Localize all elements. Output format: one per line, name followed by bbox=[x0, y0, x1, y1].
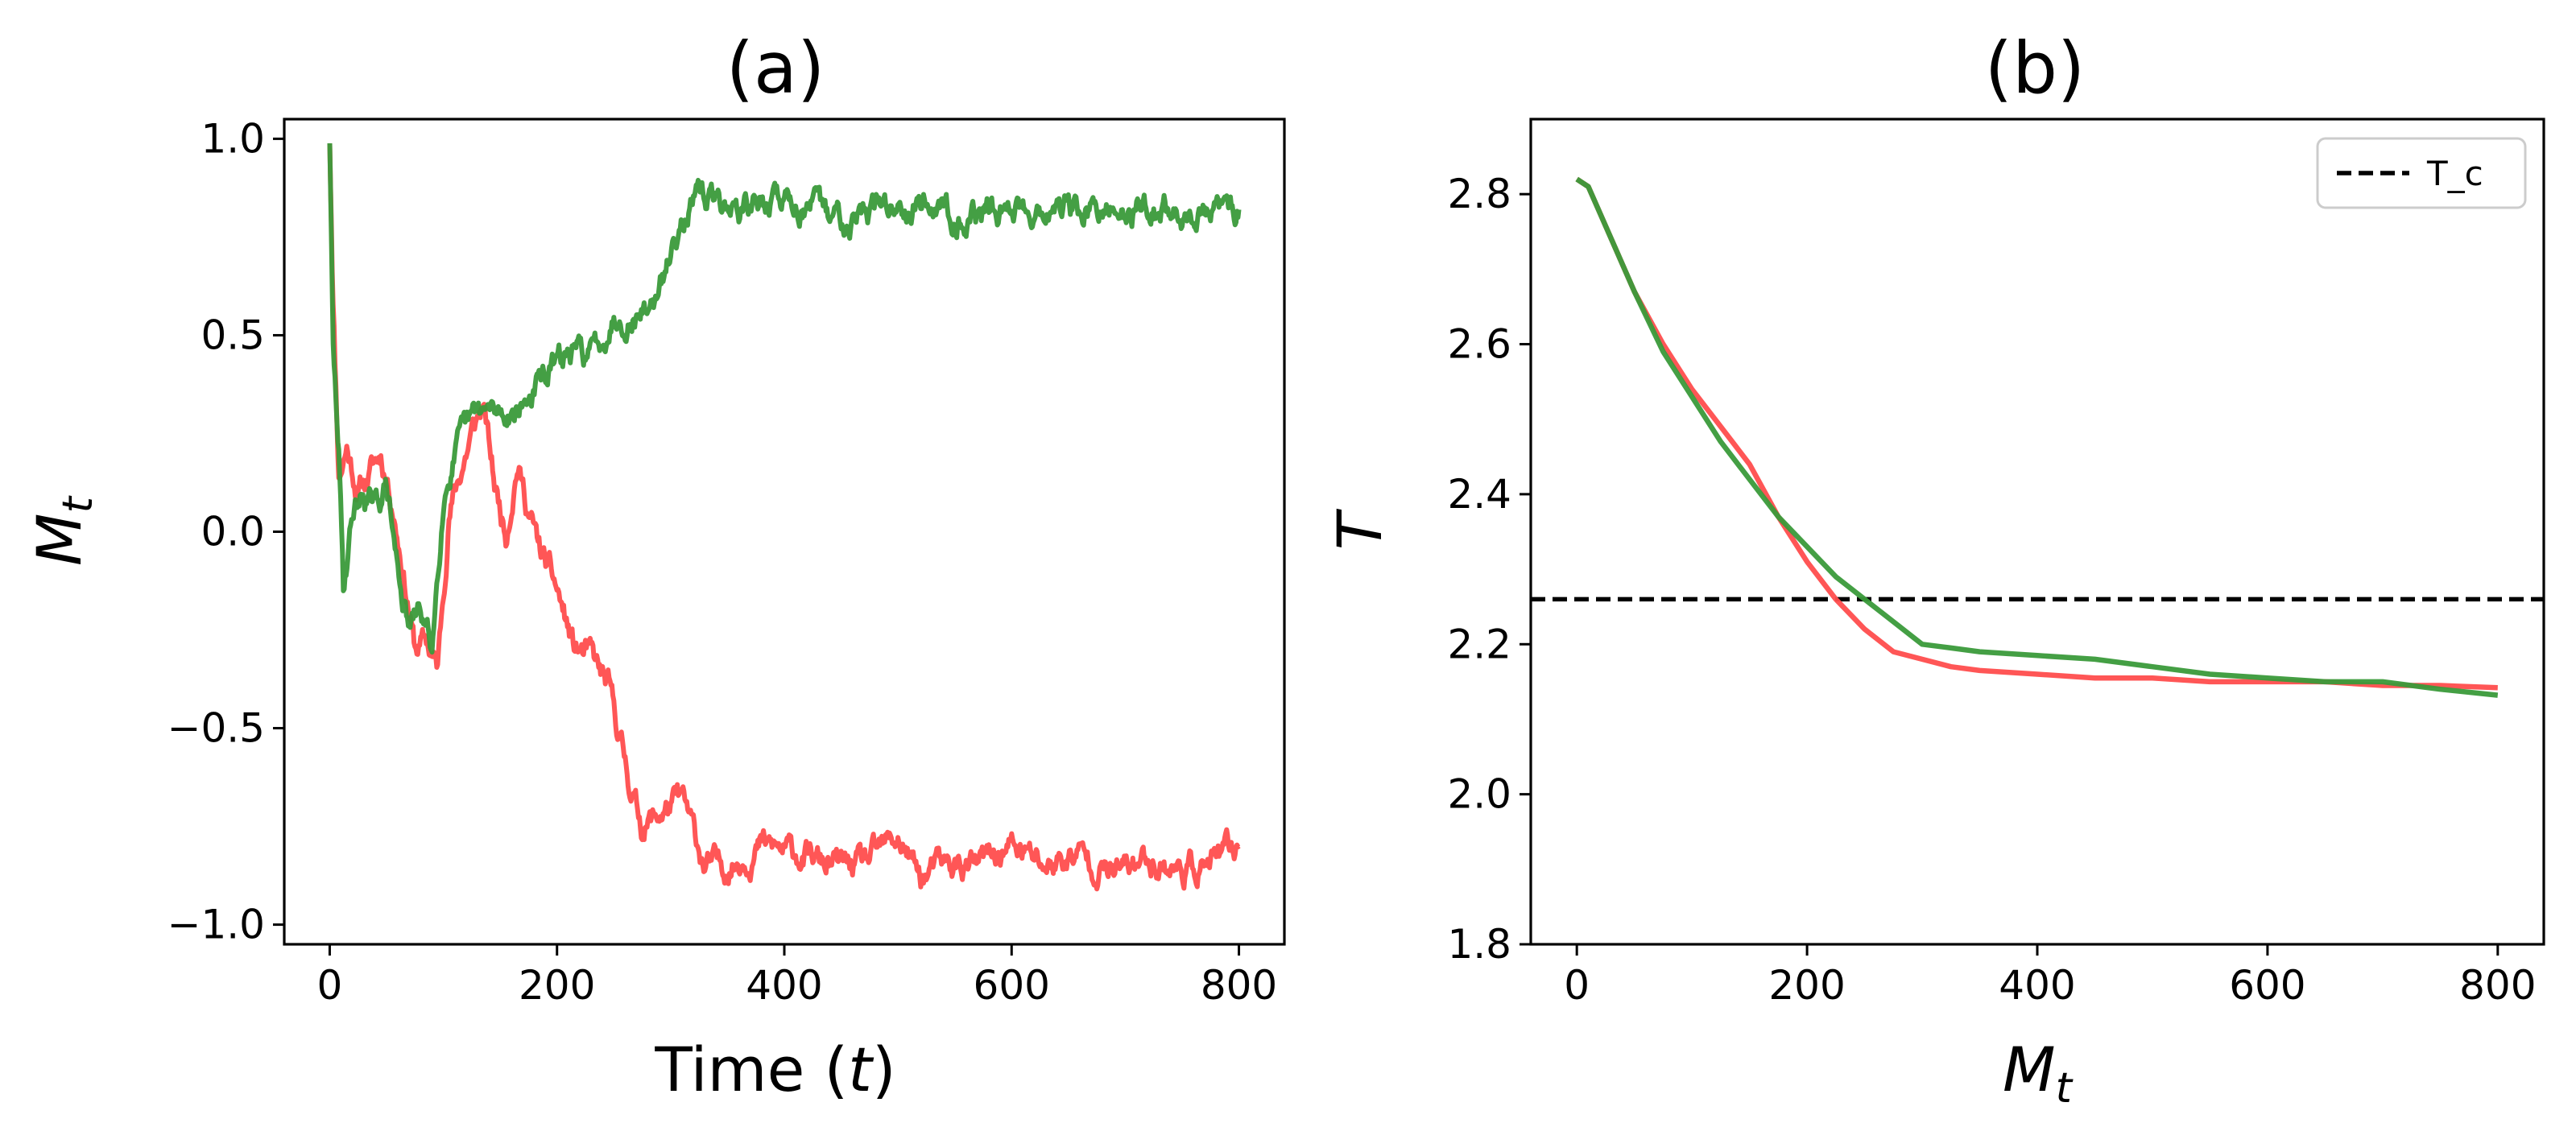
panel-b-plot-area bbox=[1531, 176, 2544, 698]
panel-a-ticks: 0 200 400 600 800 1.0 0.5 0.0 −0.5 −1.0 bbox=[167, 115, 1278, 1009]
panel-a-title: (a) bbox=[726, 27, 825, 109]
panel-b: (b) 0 200 400 600 800 2.8 2.6 2.4 2.2 2.0 1.8 Mt T… bbox=[1324, 27, 2545, 1113]
panel-a-ylabel: Mt bbox=[23, 495, 102, 566]
legend-box bbox=[2316, 137, 2527, 209]
panel-b-series-green bbox=[1575, 176, 2499, 698]
panel-b-ylabel: T bbox=[1324, 508, 1396, 550]
panel-b-ticks: 0 200 400 600 800 2.8 2.6 2.4 2.2 2.0 1.8 bbox=[1447, 171, 2536, 1009]
panel-b-ytick-label: 2.8 bbox=[1447, 171, 1511, 217]
panel-a-ytick-label: −0.5 bbox=[167, 705, 265, 752]
panel-a: (a) 0 200 400 600 800 1.0 0.5 0.0 −0.5 −1.0 Time … bbox=[23, 27, 1286, 1105]
panel-b-ytick-label: 2.0 bbox=[1447, 771, 1511, 818]
panel-b-xtick-label: 200 bbox=[1768, 962, 1845, 1009]
panel-a-xtick-label: 400 bbox=[746, 962, 822, 1009]
panel-a-xtick-label: 200 bbox=[519, 962, 595, 1009]
panel-b-xtick-label: 400 bbox=[1999, 962, 2075, 1009]
panel-b-xtick-label: 0 bbox=[1564, 962, 1590, 1009]
panel-a-series-green bbox=[327, 142, 1242, 655]
panel-b-xtick-label: 600 bbox=[2229, 962, 2305, 1009]
legend: T_c bbox=[2316, 137, 2527, 209]
legend-tc-label: T_c bbox=[2426, 154, 2483, 193]
panel-b-series-red bbox=[1575, 176, 2498, 691]
panel-a-xlabel: Time (t) bbox=[654, 1034, 895, 1105]
panel-a-xtick-label: 600 bbox=[974, 962, 1050, 1009]
panel-a-ytick-label: −1.0 bbox=[167, 902, 265, 948]
panel-b-ytick-label: 2.6 bbox=[1447, 321, 1511, 368]
panel-b-ytick-label: 1.8 bbox=[1447, 921, 1511, 968]
panel-a-ytick-label: 1.0 bbox=[201, 115, 265, 162]
panel-a-ytick-label: 0.0 bbox=[201, 509, 265, 555]
panel-b-xtick-label: 800 bbox=[2459, 962, 2536, 1009]
panel-a-xtick-label: 0 bbox=[317, 962, 343, 1009]
panel-a-ytick-label: 0.5 bbox=[201, 312, 265, 358]
panel-b-xlabel: Mt bbox=[2003, 1034, 2074, 1113]
panel-a-plot-area bbox=[327, 142, 1242, 892]
panel-b-title: (b) bbox=[1985, 27, 2086, 109]
panel-b-ytick-label: 2.4 bbox=[1447, 471, 1511, 518]
panel-a-xtick-label: 800 bbox=[1201, 962, 1277, 1009]
panel-b-ytick-label: 2.2 bbox=[1447, 621, 1511, 667]
